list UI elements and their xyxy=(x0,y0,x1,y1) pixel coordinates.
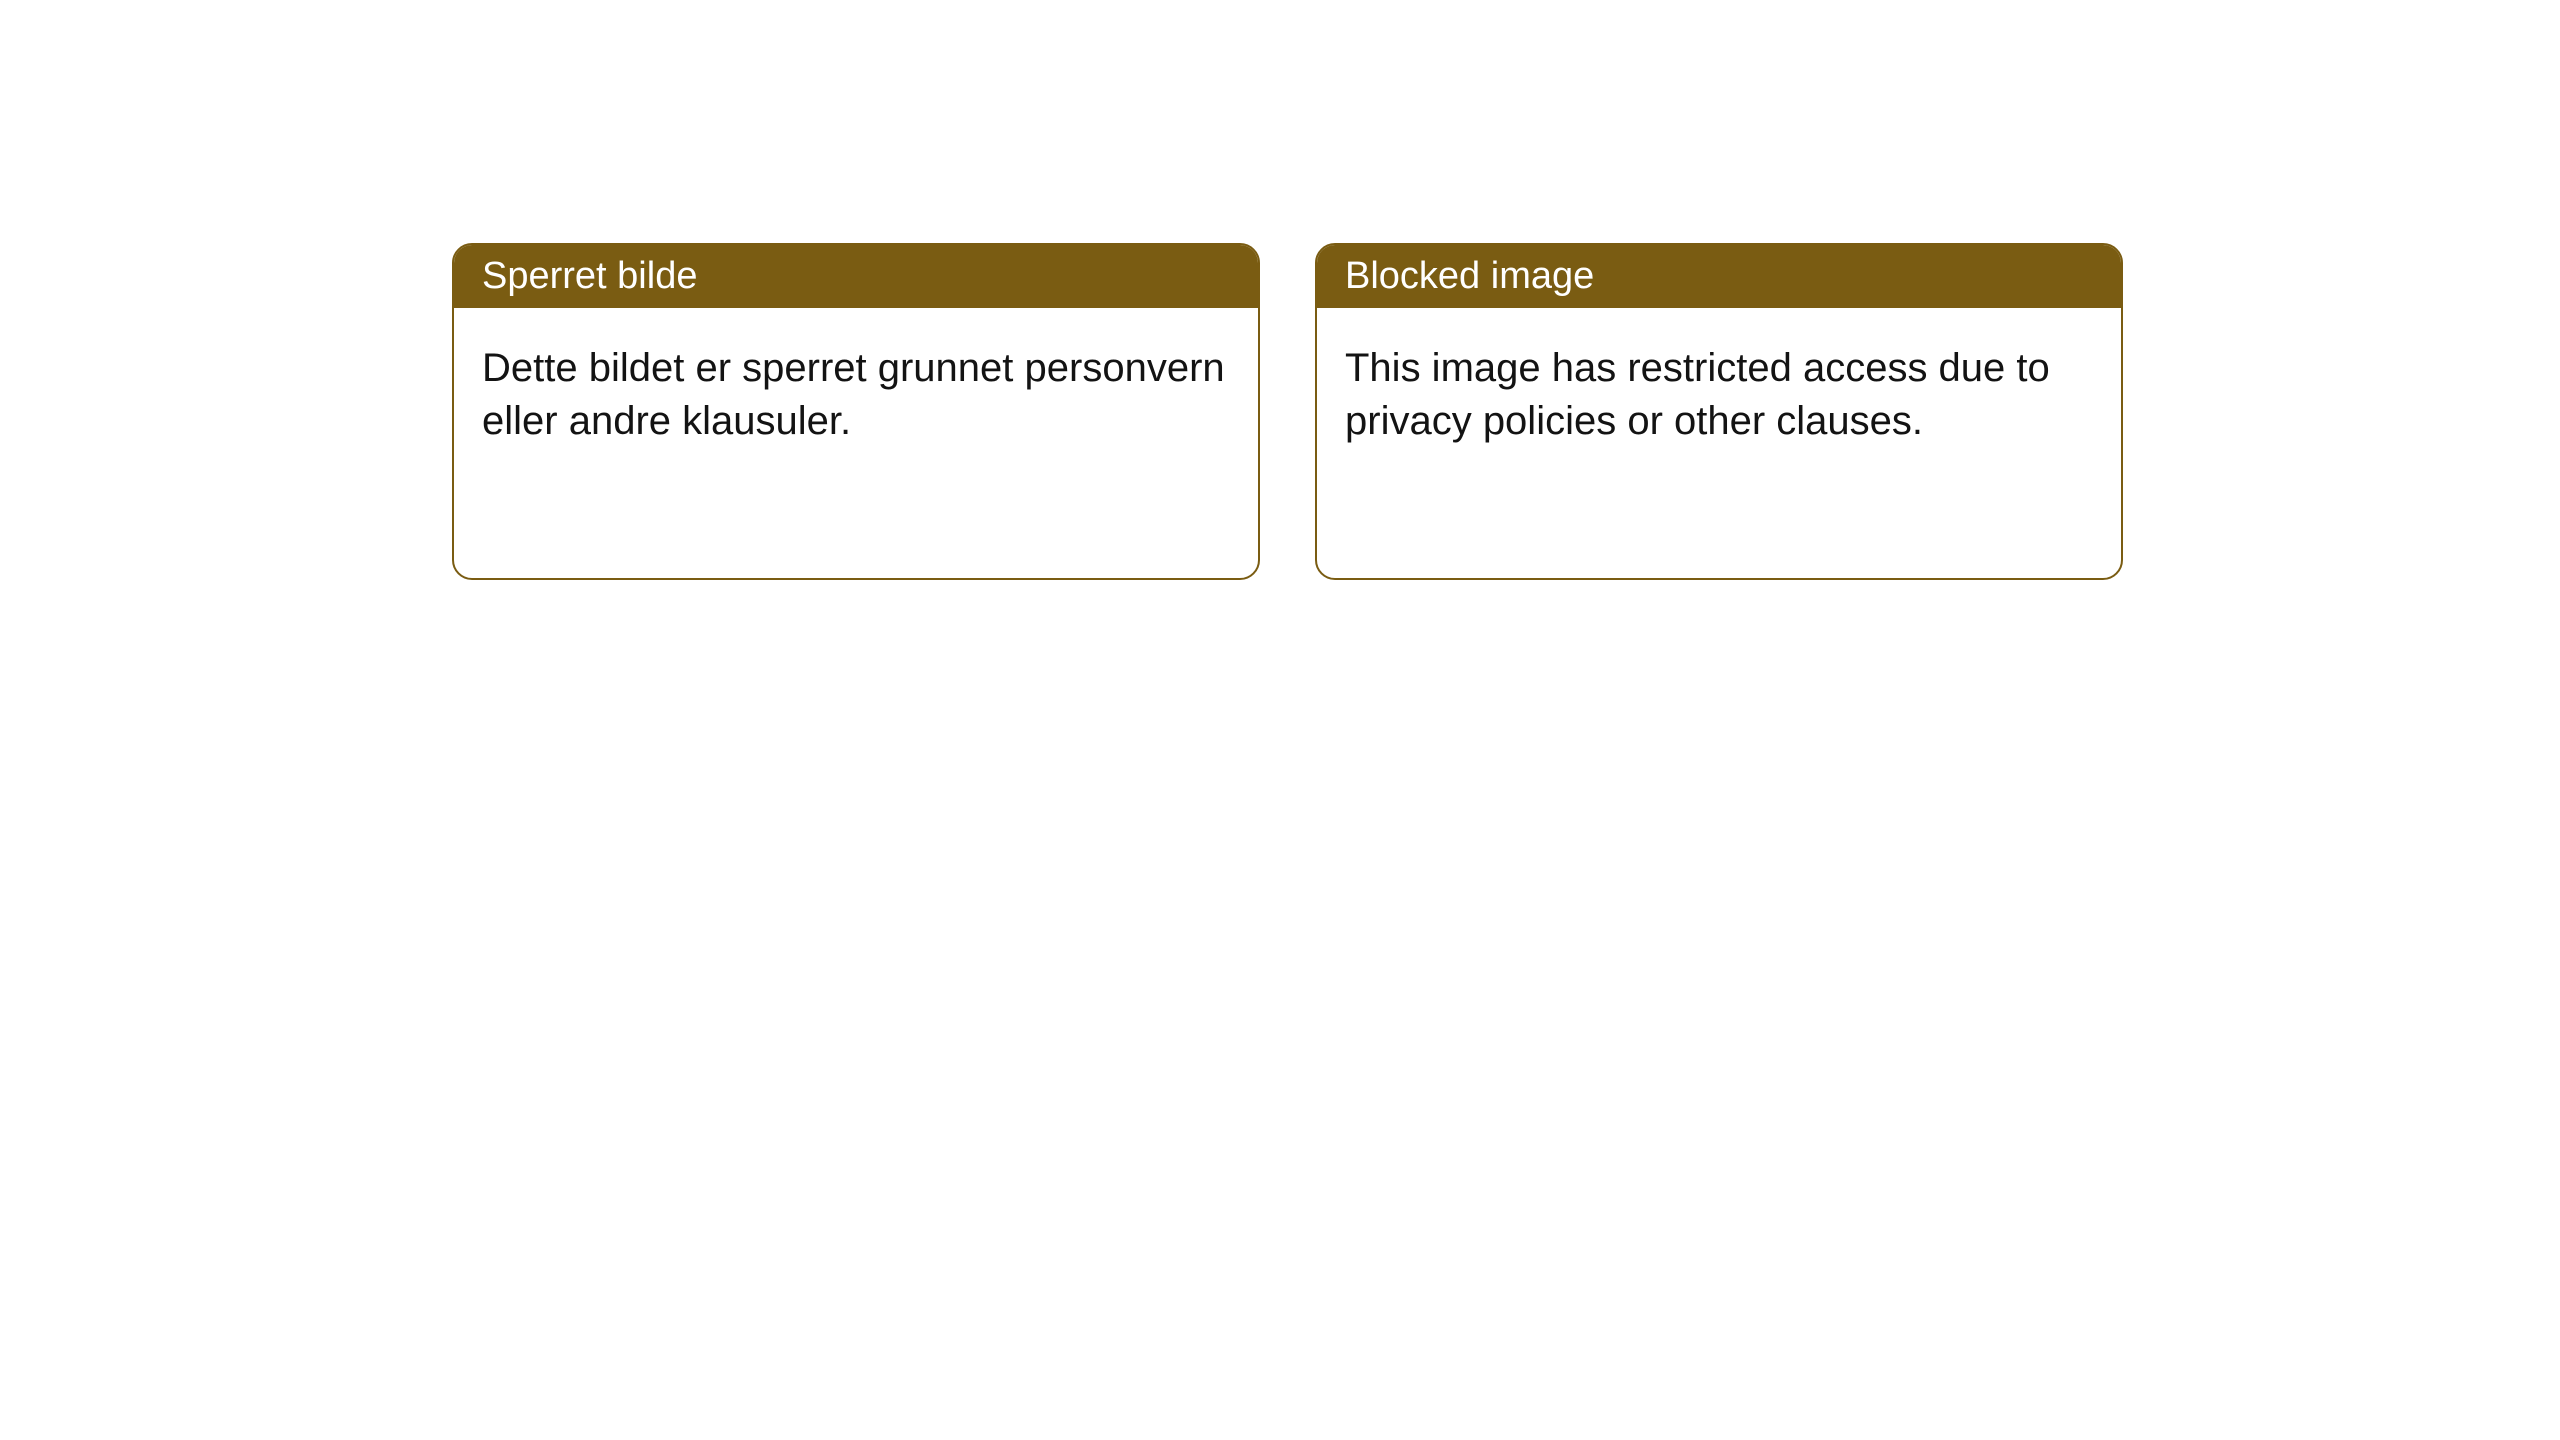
notice-header-text: Blocked image xyxy=(1345,255,1594,297)
notice-body: Dette bildet er sperret grunnet personve… xyxy=(454,308,1258,482)
notice-card-english: Blocked image This image has restricted … xyxy=(1315,243,2123,580)
notice-header: Sperret bilde xyxy=(454,245,1258,308)
notice-cards-container: Sperret bilde Dette bildet er sperret gr… xyxy=(452,243,2123,580)
notice-card-norwegian: Sperret bilde Dette bildet er sperret gr… xyxy=(452,243,1260,580)
notice-body-text: Dette bildet er sperret grunnet personve… xyxy=(482,346,1225,443)
notice-header: Blocked image xyxy=(1317,245,2121,308)
notice-header-text: Sperret bilde xyxy=(482,255,697,297)
notice-body: This image has restricted access due to … xyxy=(1317,308,2121,482)
notice-body-text: This image has restricted access due to … xyxy=(1345,346,2050,443)
